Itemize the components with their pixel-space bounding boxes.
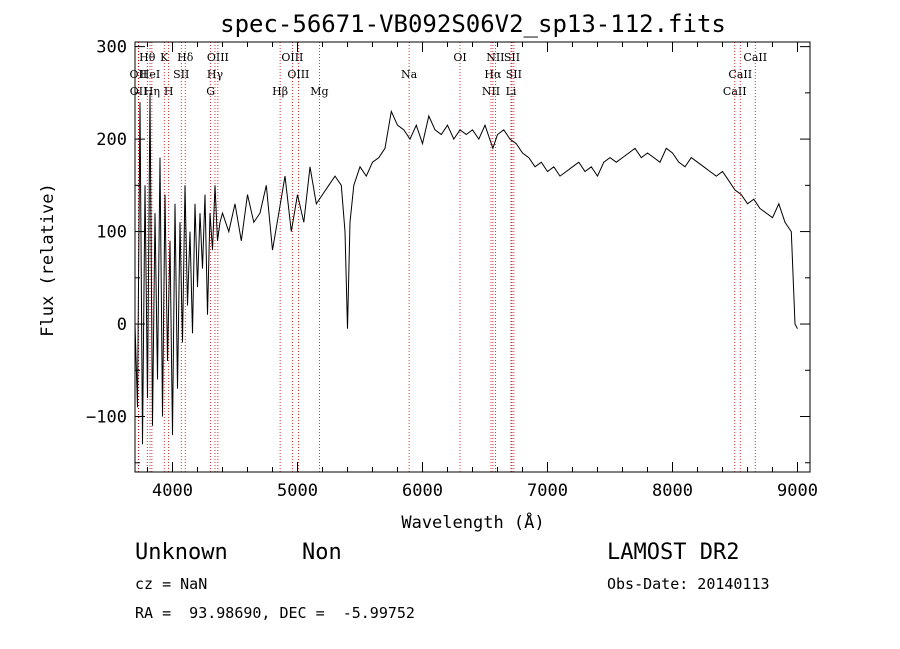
sky-coordinates: RA = 93.98690, DEC = -5.99752 (135, 604, 415, 622)
line-label-sii: SII (504, 51, 520, 64)
spectrum-line (134, 92, 798, 445)
x-tick-label-8000: 8000 (652, 481, 693, 501)
line-label-mg: Mg (310, 85, 328, 98)
line-label-li: Li (506, 85, 517, 98)
line-label-caii: CaII (743, 51, 767, 64)
line-label-oiii: OIII (281, 51, 303, 64)
survey-name: LAMOST DR2 (607, 540, 740, 565)
y-axis-label: Flux (relative) (38, 183, 58, 337)
line-label-caii: CaII (728, 68, 752, 81)
line-label-hα: Hα (484, 68, 502, 81)
object-class: Unknown (135, 540, 228, 565)
line-label-oiii: OIII (287, 68, 309, 81)
y-tick-label--100: −100 (86, 408, 127, 428)
y-tick-label-100: 100 (96, 223, 127, 243)
line-label-g: G (206, 85, 215, 98)
line-label-hei: HeI (140, 68, 160, 81)
line-label-h: H (164, 85, 174, 98)
observation-date: Obs-Date: 20140113 (607, 575, 770, 593)
line-label-caii: CaII (723, 85, 747, 98)
chart-title: spec-56671-VB092S06V2_sp13-112.fits (220, 10, 726, 38)
line-label-oiii: OIII (207, 51, 229, 64)
line-label-k: K (160, 51, 169, 64)
x-tick-label-9000: 9000 (777, 481, 818, 501)
line-label-hβ: Hβ (272, 85, 288, 98)
redshift-cz: cz = NaN (135, 575, 208, 593)
line-label-oii: OII (130, 68, 148, 81)
y-tick-label-200: 200 (96, 130, 127, 150)
line-label-hγ: Hγ (207, 68, 224, 81)
object-subclass: Non (302, 540, 342, 565)
x-tick-label-7000: 7000 (527, 481, 568, 501)
line-label-nii: NII (482, 85, 500, 98)
line-label-sii: SII (173, 68, 189, 81)
line-label-hη: Hη (144, 85, 160, 98)
line-label-sii: SII (506, 68, 522, 81)
spectrum-chart: spec-56671-VB092S06V2_sp13-112.fits 4000… (38, 10, 818, 533)
line-label-hθ: Hθ (139, 51, 156, 64)
line-label-na: Na (401, 68, 418, 81)
line-label-oi: OI (453, 51, 466, 64)
y-tick-label-300: 300 (96, 38, 127, 58)
x-tick-label-5000: 5000 (277, 481, 318, 501)
line-label-hδ: Hδ (177, 51, 194, 64)
x-axis-label: Wavelength (Å) (401, 511, 544, 533)
line-label-nii: NII (486, 51, 504, 64)
plot-area: 4000 5000 6000 7000 8000 9000−1000100200300OI… (86, 38, 818, 501)
plot-frame (134, 41, 811, 473)
line-label-oii: OII (130, 85, 148, 98)
y-tick-label-0: 0 (117, 315, 127, 335)
x-tick-label-4000: 4000 (152, 481, 193, 501)
x-tick-label-6000: 6000 (402, 481, 443, 501)
